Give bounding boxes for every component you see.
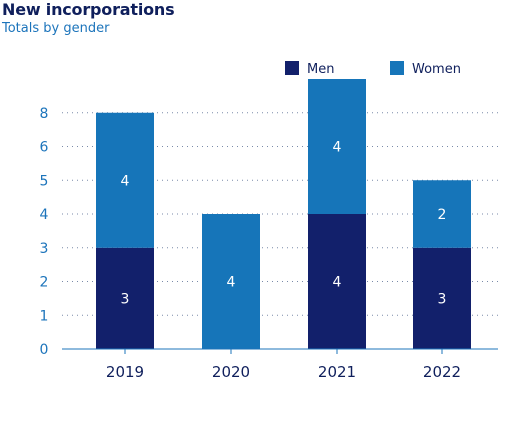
data-label: 3	[121, 291, 130, 307]
data-label: 3	[438, 291, 447, 307]
legend-label: Men	[307, 62, 334, 77]
x-tick-label: 2019	[106, 363, 144, 381]
bar-women	[308, 79, 366, 214]
x-tick-label: 2021	[318, 363, 356, 381]
bar-men	[308, 214, 366, 349]
x-tick-label: 2020	[212, 363, 250, 381]
y-tick-label: 6	[40, 140, 49, 156]
bar-women	[202, 214, 260, 349]
bar-women	[413, 180, 471, 248]
bar-men	[413, 247, 471, 349]
bar-women	[96, 112, 154, 248]
x-tick-label: 2022	[423, 363, 461, 381]
y-tick-label: 5	[40, 173, 49, 189]
legend-label: Women	[412, 62, 461, 77]
legend-swatch	[285, 61, 299, 75]
y-tick-label: 0	[40, 342, 49, 358]
chart-title: New incorporations	[2, 0, 175, 19]
y-tick-label: 4	[40, 207, 49, 223]
data-label: 4	[121, 173, 130, 189]
bar-men	[96, 247, 154, 349]
data-label: 4	[227, 275, 236, 291]
legend-swatch	[390, 61, 404, 75]
data-label: 4	[333, 140, 342, 156]
chart-subtitle: Totals by gender	[2, 21, 110, 36]
y-tick-label: 1	[40, 308, 49, 324]
data-label: 4	[333, 275, 342, 291]
data-label: 2	[438, 207, 447, 223]
y-tick-label: 2	[40, 275, 49, 291]
y-tick-label: 3	[40, 241, 49, 257]
y-tick-label: 8	[40, 106, 49, 122]
